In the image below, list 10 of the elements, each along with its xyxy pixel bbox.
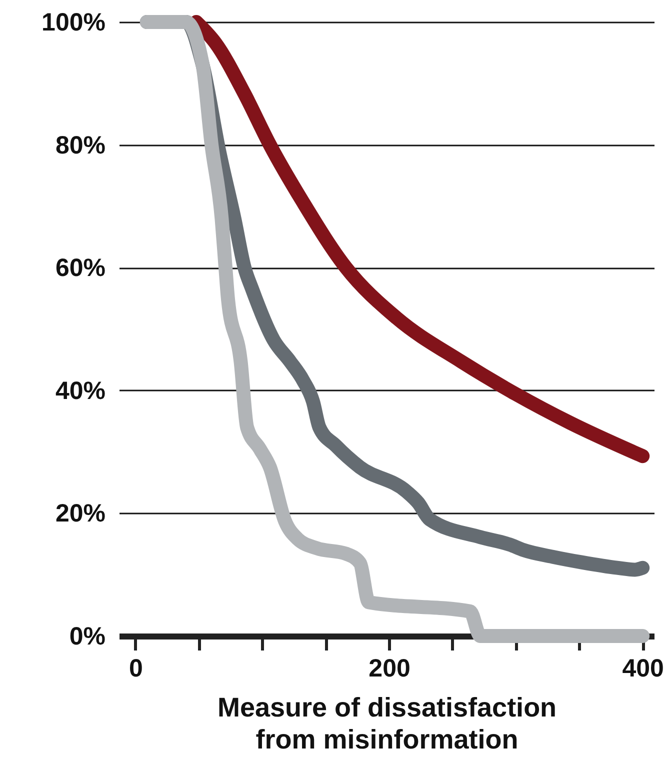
x-axis-title: Measure of dissatisfaction from misinformation (217, 692, 557, 754)
y-tick-label: 0% (69, 622, 106, 650)
x-tick-label: 200 (368, 654, 410, 682)
y-tick-label: 80% (55, 131, 106, 160)
x-tick-label: 400 (622, 654, 664, 682)
y-tick-label: 40% (55, 376, 106, 405)
x-tick-label: 0 (129, 654, 143, 682)
y-tick-label: 100% (42, 8, 106, 36)
y-tick-label: 20% (55, 500, 106, 528)
y-tick-label: 60% (55, 254, 106, 282)
